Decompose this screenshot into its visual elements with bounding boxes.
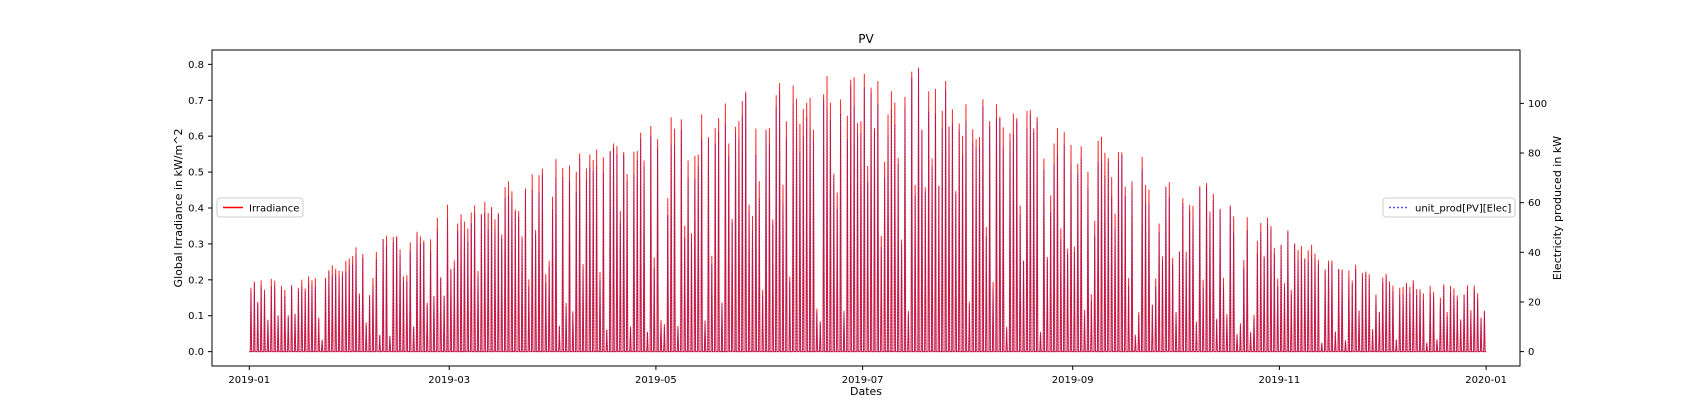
legend-irradiance: Irradiance <box>216 197 304 218</box>
y-axis-right: 0 20 40 60 80 100 <box>1520 99 1547 358</box>
series-line-pv-overlay <box>249 68 1487 352</box>
y-left-tick-label: 0.6 <box>188 132 204 143</box>
x-tick-label: 2019-03 <box>428 375 470 386</box>
x-axis: 2019-01 2019-03 2019-05 2019-07 2019-09 2019-… <box>228 366 1507 386</box>
x-axis-label: Dates <box>850 385 882 398</box>
x-tick-label: 2019-11 <box>1259 375 1301 386</box>
y-left-tick-label: 0.0 <box>188 347 204 358</box>
x-tick-label: 2019-01 <box>228 375 270 386</box>
y-axis-left: 0.0 0.1 0.2 0.3 0.4 0.5 0.6 0.7 0.8 <box>188 60 212 358</box>
chart-title: PV <box>858 32 874 46</box>
y-right-tick-label: 60 <box>1528 198 1541 209</box>
legend-label: unit_prod[PV][Elec] <box>1415 204 1511 215</box>
y-left-tick-label: 0.2 <box>188 275 204 286</box>
y-left-tick-label: 0.1 <box>188 311 204 322</box>
plot-frame <box>211 49 1521 367</box>
y-right-tick-label: 80 <box>1528 149 1541 160</box>
y-right-tick-label: 0 <box>1528 347 1534 358</box>
y-left-tick-label: 0.8 <box>188 60 204 71</box>
legend-box <box>1382 197 1516 218</box>
x-tick-label: 2019-09 <box>1052 375 1094 386</box>
x-tick-label: 2020-01 <box>1465 375 1507 386</box>
x-tick-label: 2019-05 <box>635 375 677 386</box>
y-left-tick-label: 0.5 <box>188 168 204 179</box>
x-tick-label: 2019-07 <box>842 375 884 386</box>
y-right-tick-label: 100 <box>1528 99 1547 110</box>
y-right-tick-label: 40 <box>1528 248 1541 259</box>
plot-area <box>249 67 1487 353</box>
y-axis-left-label: Global Irradiance in kW/m^2 <box>172 129 185 288</box>
y-left-tick-label: 0.3 <box>188 239 204 250</box>
series-line-irradiance <box>249 67 1487 353</box>
legend-box <box>216 197 304 218</box>
y-left-tick-label: 0.7 <box>188 96 204 107</box>
y-axis-right-label: Electricity produced in kW <box>1551 136 1564 280</box>
y-left-tick-label: 0.4 <box>188 204 204 215</box>
y-right-tick-label: 20 <box>1528 297 1541 308</box>
legend-pv-production: unit_prod[PV][Elec] <box>1382 197 1516 218</box>
legend-label: Irradiance <box>249 204 299 215</box>
